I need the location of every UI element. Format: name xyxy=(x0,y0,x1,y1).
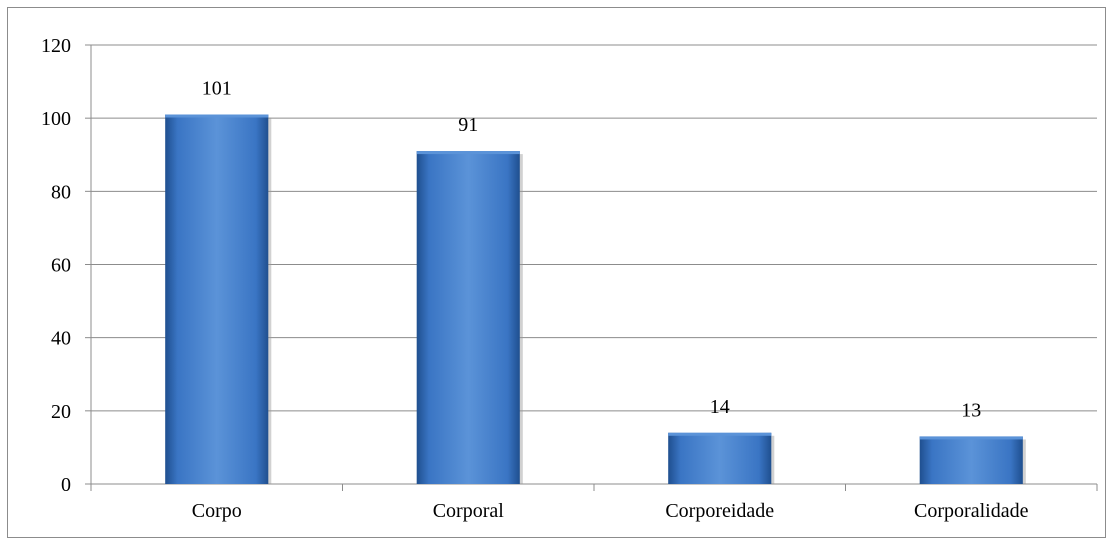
x-category-label: Corporeidade xyxy=(665,500,774,522)
bar-top-highlight xyxy=(668,432,772,436)
data-label: 13 xyxy=(961,399,981,421)
data-label: 101 xyxy=(202,78,232,100)
bar-corporalidade xyxy=(919,436,1023,484)
bars xyxy=(165,114,1026,484)
y-tick-label: 100 xyxy=(41,108,71,130)
y-tick-label: 80 xyxy=(51,181,71,203)
y-tick-label: 120 xyxy=(41,35,71,57)
y-tick-label: 60 xyxy=(51,255,71,277)
bar-corpo xyxy=(165,114,269,484)
x-category-label: Corpo xyxy=(192,500,242,522)
x-category-label: Corporal xyxy=(433,500,505,522)
bar-corporal xyxy=(416,151,520,484)
bar-top-highlight xyxy=(416,151,520,155)
x-category-label: Corporalidade xyxy=(914,500,1029,522)
bar-top-highlight xyxy=(165,114,269,118)
data-label: 14 xyxy=(710,396,730,418)
bar-top-highlight xyxy=(919,436,1023,440)
bar-corporeidade xyxy=(668,432,772,484)
y-tick-label: 40 xyxy=(51,328,71,350)
y-tick-label: 0 xyxy=(61,474,71,496)
data-label: 91 xyxy=(458,114,478,136)
labels: 0 20 40 60 80 100 120 101 Corpo 91 Corporal 14 Corpo… xyxy=(41,35,1029,522)
y-tick-label: 20 xyxy=(51,401,71,423)
